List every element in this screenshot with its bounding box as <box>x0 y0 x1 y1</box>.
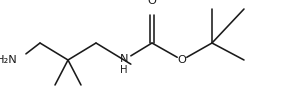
Text: O: O <box>147 0 157 6</box>
Text: O: O <box>178 55 186 65</box>
Text: H: H <box>120 65 128 75</box>
Text: N: N <box>120 54 128 64</box>
Text: H₂N: H₂N <box>0 55 18 65</box>
